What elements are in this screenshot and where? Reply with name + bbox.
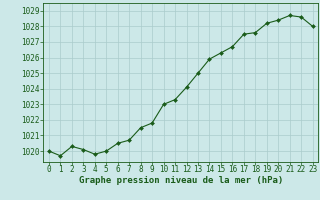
- X-axis label: Graphe pression niveau de la mer (hPa): Graphe pression niveau de la mer (hPa): [79, 176, 283, 185]
